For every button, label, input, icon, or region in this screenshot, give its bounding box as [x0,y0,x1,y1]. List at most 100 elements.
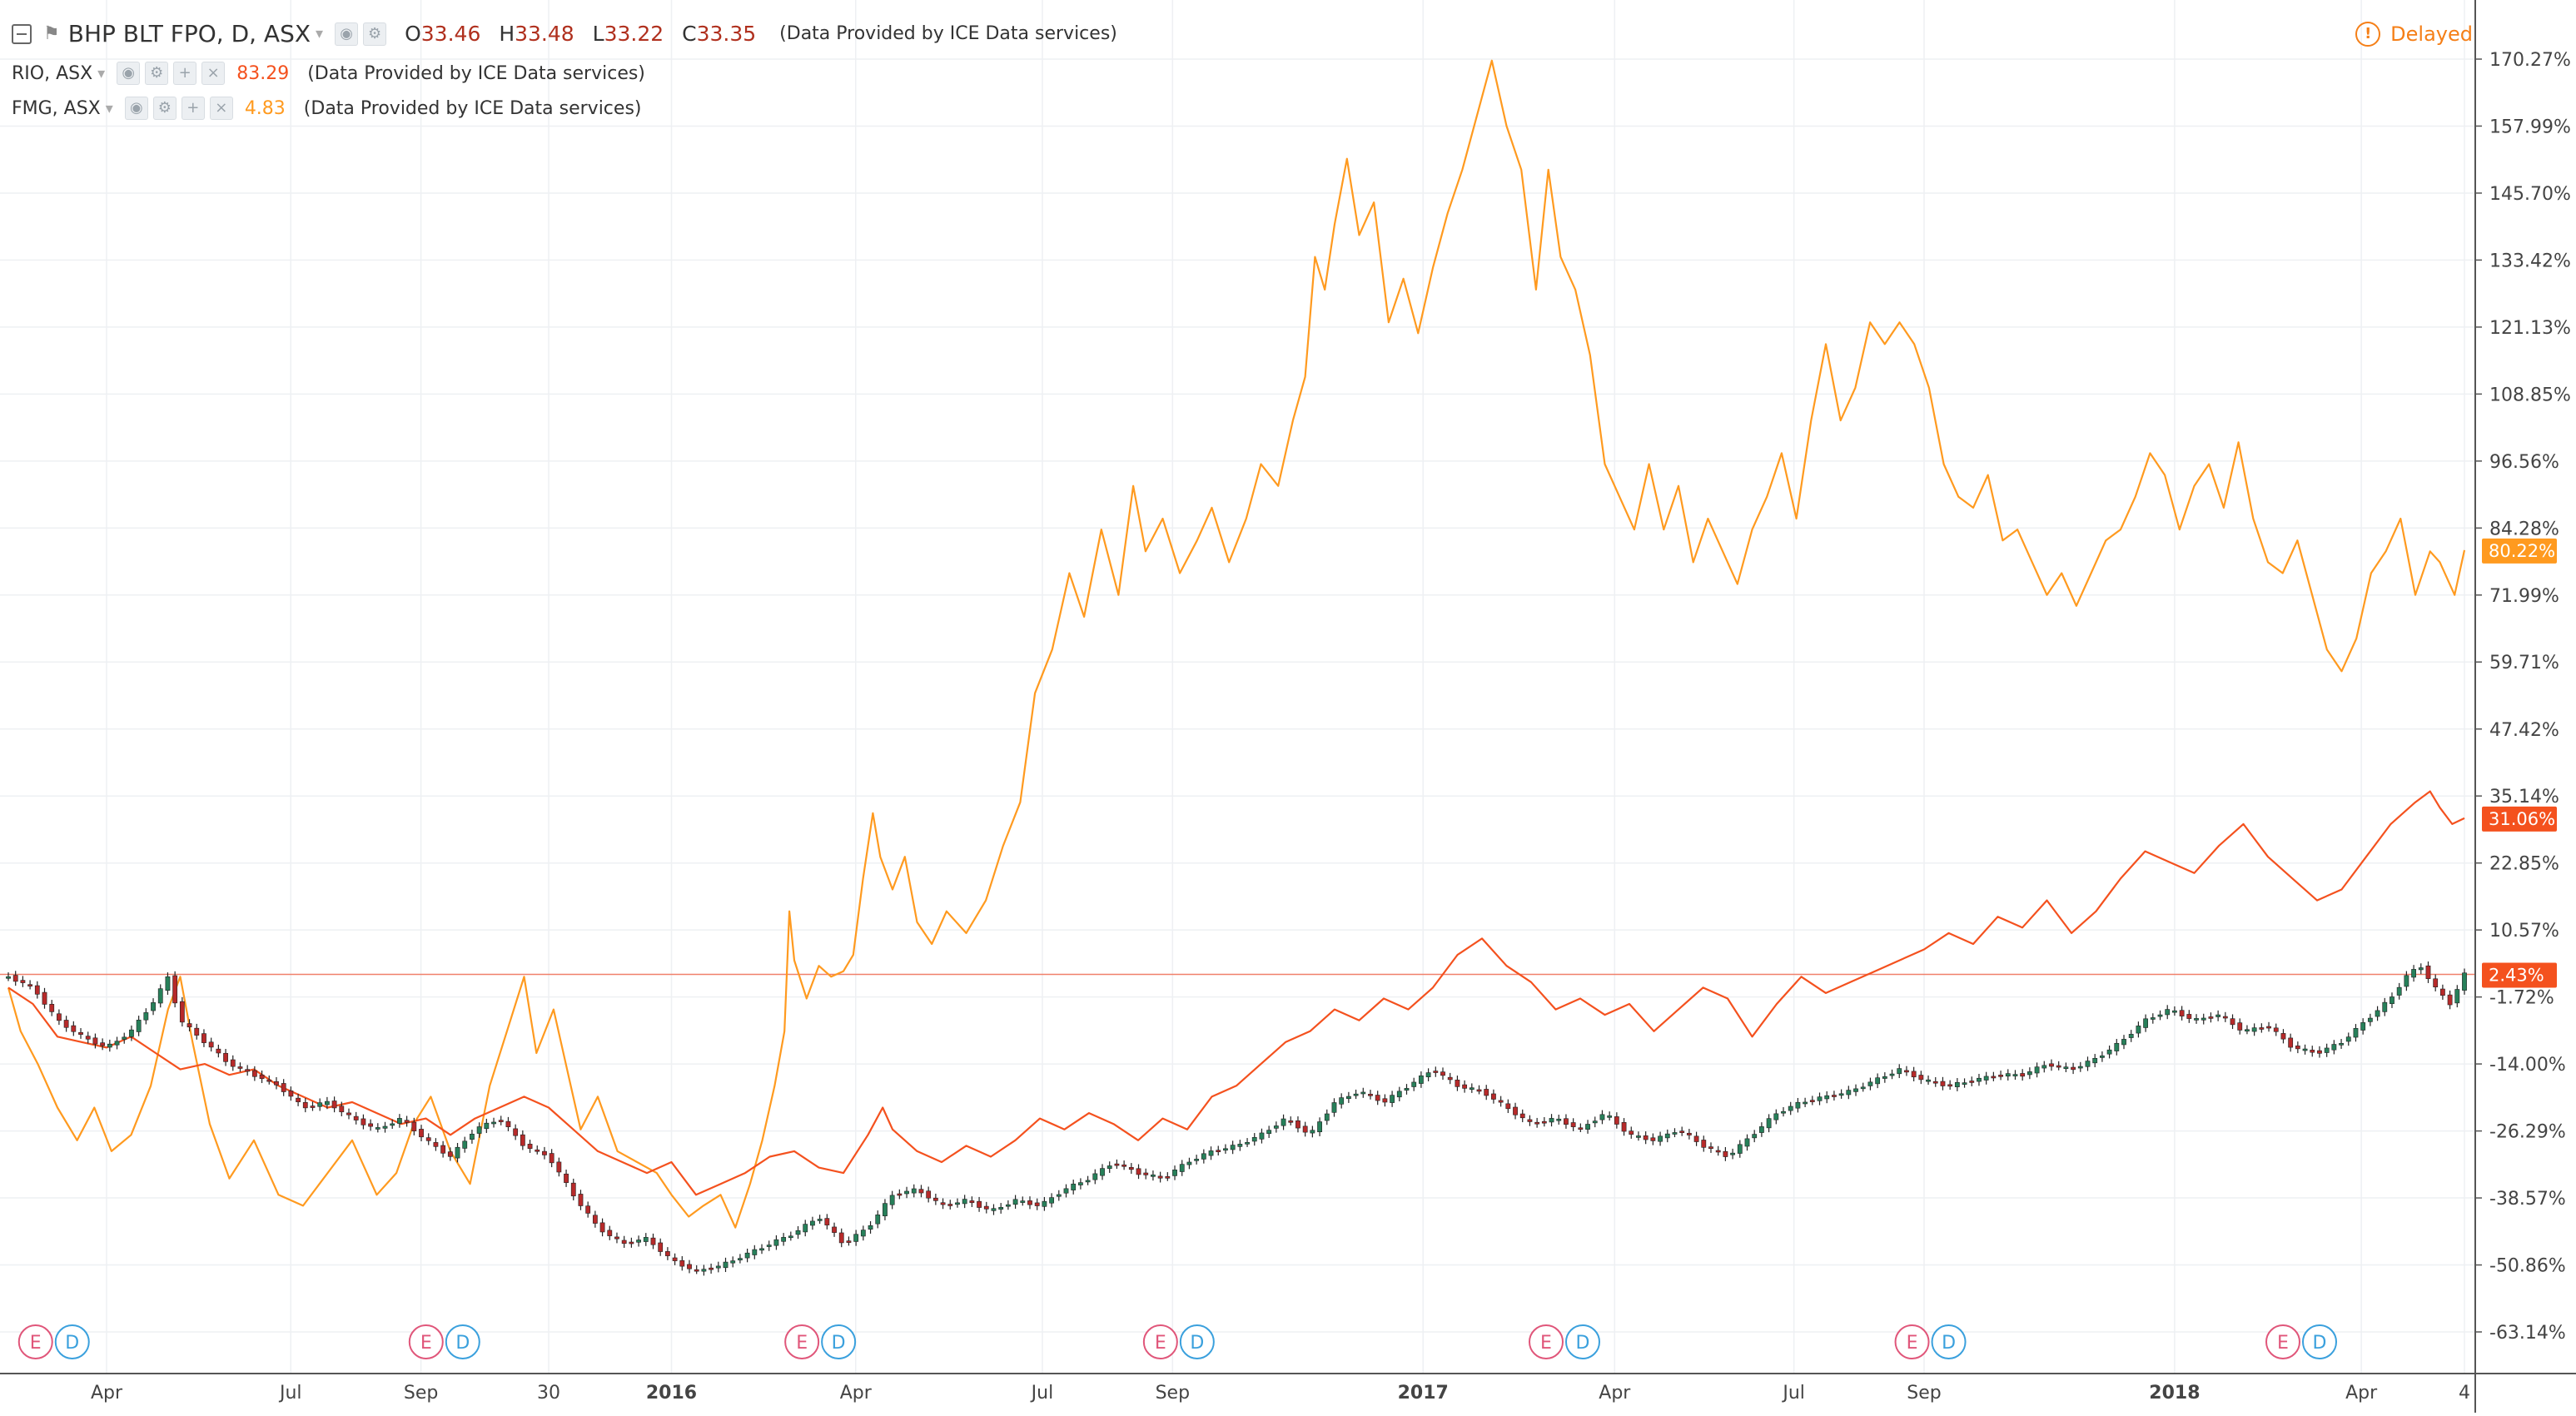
bhp-candle-body [288,1091,294,1097]
bhp-candle-body [578,1194,584,1206]
bhp-candle-body [1034,1202,1040,1206]
eye-icon[interactable]: ◉ [117,62,141,85]
eye-icon[interactable]: ◉ [124,97,148,120]
close-icon[interactable]: × [201,62,226,85]
bhp-candle-body [1295,1120,1300,1129]
bhp-candle-body [2071,1066,2076,1071]
bhp-candle-body [868,1225,873,1230]
x-tick-label: 2017 [1398,1383,1449,1404]
bhp-candle-body [918,1189,924,1194]
bhp-candle-body [2310,1050,2315,1053]
bhp-candle-body [1570,1122,1576,1127]
main-symbol[interactable]: BHP BLT FPO, D, ASX [67,20,311,47]
bhp-candle-body [1230,1145,1236,1150]
bhp-candle-body [1962,1082,1967,1085]
bhp-candle-body [1092,1173,1098,1180]
earnings-event-label: E [1907,1333,1918,1354]
bhp-candle-body [962,1199,967,1205]
bhp-candle-body [1078,1182,1083,1185]
bhp-candle-body [911,1188,917,1194]
bhp-candle-body [404,1120,410,1123]
bhp-candle-body [201,1033,206,1043]
bhp-candle-body [1201,1153,1206,1160]
earnings-event-marker[interactable] [1529,1324,1564,1359]
earnings-event-marker[interactable] [1894,1324,1930,1359]
earnings-event-marker[interactable] [784,1324,820,1359]
bhp-candle-body [1708,1146,1713,1149]
bhp-candle-body [259,1074,265,1080]
bhp-candle-body [2215,1014,2221,1017]
bhp-candle-body [1317,1121,1322,1133]
last-value-label: 31.06% [2489,809,2555,829]
plus-icon[interactable]: + [181,97,205,120]
bhp-candle-body [1621,1122,1627,1132]
dividend-event-marker[interactable] [1931,1324,1967,1359]
time-axis[interactable]: Apr Jul Sep 30 2016 Apr Jul Sep 2017 Apr Jul Sep 201… [0,1373,2576,1404]
bhp-candle-body [57,1013,62,1021]
bhp-candle-body [1693,1135,1699,1142]
bhp-candle-body [803,1224,808,1233]
rio-symbol[interactable]: RIO, ASX [12,62,93,84]
bhp-candle-body [1549,1118,1554,1123]
bhp-candle-body [535,1149,540,1152]
earnings-event-marker[interactable] [408,1324,444,1359]
bhp-candle-body [585,1205,591,1214]
bhp-candle-body [194,1027,200,1036]
dividend-event-marker[interactable] [2302,1324,2337,1359]
bhp-candle-body [1339,1097,1345,1105]
y-tick-label: -38.57% [2489,1189,2566,1210]
bhp-candle-body [1172,1170,1177,1176]
bhp-candle-body [564,1173,569,1183]
bhp-candle-body [2143,1018,2149,1028]
earnings-event-marker[interactable] [2265,1324,2300,1359]
bhp-candle-body [2331,1044,2337,1051]
earnings-event-marker[interactable] [17,1324,53,1359]
dropdown-caret-icon[interactable]: ▾ [316,25,324,42]
collapse-icon[interactable] [12,23,32,44]
dividend-event-label: D [455,1333,470,1354]
bhp-candle-body [27,984,33,986]
bhp-candle-body [1281,1118,1286,1126]
dividend-event-marker[interactable] [1565,1324,1600,1359]
bhp-candle-body [542,1150,547,1155]
earnings-event-marker[interactable] [1142,1324,1178,1359]
ohlc-values: O33.46 H33.48 L33.22 C33.35 [398,22,761,46]
dividend-event-marker[interactable] [445,1324,480,1359]
bhp-candle-body [165,976,171,991]
dropdown-caret-icon[interactable]: ▾ [97,64,106,82]
flag-icon[interactable]: ⚑ [43,23,60,44]
bhp-candle-body [1998,1075,2003,1077]
dropdown-caret-icon[interactable]: ▾ [105,99,113,117]
bhp-candle-body [1658,1135,1663,1142]
bhp-candle-body [1788,1105,1793,1111]
dividend-event-marker[interactable] [54,1324,90,1359]
close-icon[interactable]: × [209,97,233,120]
bhp-candle-body [991,1208,997,1211]
eye-icon[interactable]: ◉ [335,22,359,46]
bhp-candle-body [2411,969,2416,978]
gear-icon[interactable]: ⚙ [145,62,169,85]
bhp-candle-body [664,1251,670,1256]
y-tick-label: 59.71% [2489,653,2559,673]
dividend-event-marker[interactable] [1179,1324,1215,1359]
delayed-indicator[interactable]: ! Delayed [2355,22,2473,47]
price-axis[interactable]: 170.27% 157.99% 145.70% 133.42% 121.13% 108.8… [2474,0,2571,1413]
bhp-candle-body [1578,1127,1584,1130]
dividend-event-marker[interactable] [821,1324,857,1359]
gear-icon[interactable]: ⚙ [363,22,387,46]
gear-icon[interactable]: ⚙ [152,97,177,120]
bhp-candle-body [1867,1081,1873,1086]
fmg-symbol[interactable]: FMG, ASX [12,97,101,119]
plus-icon[interactable]: + [173,62,197,85]
earnings-event-label: E [1155,1333,1166,1354]
bhp-candle-body [1817,1096,1823,1101]
bhp-candle-body [1194,1159,1200,1161]
y-tick-label: -1.72% [2489,988,2554,1009]
bhp-candle-body [1723,1150,1728,1157]
bhp-candle-body [1157,1175,1163,1179]
bhp-candle-body [1643,1135,1649,1140]
bhp-candle-body [1419,1075,1424,1084]
